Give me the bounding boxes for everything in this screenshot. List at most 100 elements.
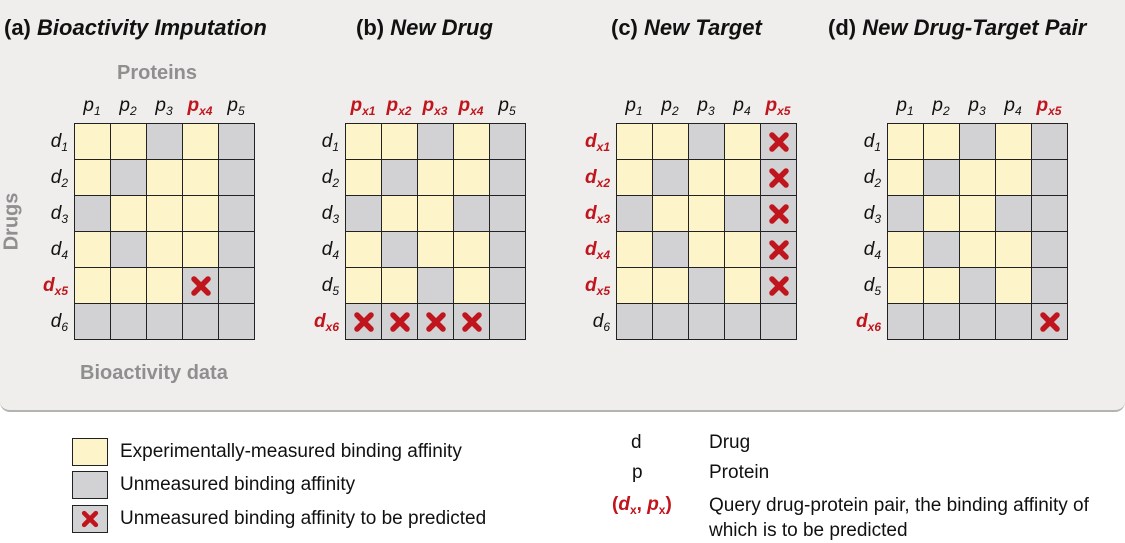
unmeasured-cell: [960, 268, 996, 304]
measured-cell: [111, 124, 147, 160]
unmeasured-cell: [147, 124, 183, 160]
red-x-icon: [389, 311, 410, 332]
unmeasured-cell: [653, 304, 689, 340]
measured-cell: [346, 268, 382, 304]
def-d-symbol: d: [631, 432, 642, 453]
red-x-icon: [768, 203, 789, 224]
row-label: d2: [321, 167, 339, 190]
row-label: d1: [863, 131, 881, 154]
unmeasured-cell: [617, 196, 653, 232]
measured-cell: [689, 232, 725, 268]
red-x-icon: [768, 131, 789, 152]
col-label: px4: [187, 95, 213, 118]
red-x-icon: [81, 510, 99, 528]
row-label: dx3: [585, 203, 610, 226]
unmeasured-cell: [653, 232, 689, 268]
predict-cell: [382, 304, 418, 340]
unmeasured-cell: [1032, 196, 1068, 232]
def-p-text: Protein: [709, 462, 770, 483]
measured-cell: [653, 124, 689, 160]
measured-cell: [418, 232, 454, 268]
measured-cell: [617, 160, 653, 196]
row-label: d3: [50, 203, 68, 226]
measured-cell: [996, 232, 1032, 268]
row-label: d5: [321, 275, 339, 298]
measured-cell: [147, 196, 183, 232]
measured-cell: [617, 232, 653, 268]
unmeasured-cell: [960, 304, 996, 340]
measured-cell: [111, 268, 147, 304]
col-label: p5: [227, 95, 245, 118]
measured-cell: [454, 232, 490, 268]
unmeasured-cell: [219, 268, 255, 304]
legend-unmeasured-swatch: [72, 471, 108, 499]
measured-cell: [75, 232, 111, 268]
row-label: d4: [863, 239, 881, 262]
def-pair-symbol: (dx, px): [612, 494, 672, 517]
measured-cell: [183, 124, 219, 160]
col-label: p3: [155, 95, 173, 118]
measured-cell: [382, 124, 418, 160]
measured-cell: [924, 196, 960, 232]
col-label: p2: [661, 95, 679, 118]
col-label: px4: [458, 95, 484, 118]
measured-cell: [418, 160, 454, 196]
row-label: dx6: [856, 311, 881, 334]
measured-cell: [346, 160, 382, 196]
col-label: px1: [350, 95, 376, 118]
measured-cell: [888, 124, 924, 160]
unmeasured-cell: [219, 160, 255, 196]
predict-cell: [761, 124, 797, 160]
def-d-text: Drug: [709, 432, 751, 453]
col-label: p1: [83, 95, 101, 118]
predict-cell: [1032, 304, 1068, 340]
col-label: p3: [968, 95, 986, 118]
panel-name: New Drug-Target Pair: [862, 15, 1087, 40]
unmeasured-cell: [111, 160, 147, 196]
unmeasured-cell: [382, 160, 418, 196]
measured-cell: [111, 196, 147, 232]
row-label: dx5: [585, 275, 610, 298]
unmeasured-cell: [111, 232, 147, 268]
red-x-icon: [353, 311, 374, 332]
unmeasured-cell: [996, 196, 1032, 232]
col-label: p2: [119, 95, 137, 118]
unmeasured-cell: [617, 304, 653, 340]
bioactivity-matrix-d: [887, 123, 1068, 340]
predict-cell: [346, 304, 382, 340]
unmeasured-cell: [219, 124, 255, 160]
unmeasured-cell: [996, 304, 1032, 340]
unmeasured-cell: [689, 268, 725, 304]
unmeasured-cell: [490, 304, 526, 340]
row-label: d3: [321, 203, 339, 226]
predict-cell: [418, 304, 454, 340]
measured-cell: [418, 196, 454, 232]
predict-cell: [454, 304, 490, 340]
panel-name: New Drug: [390, 15, 493, 40]
row-label: d4: [321, 239, 339, 262]
col-label: p1: [625, 95, 643, 118]
unmeasured-cell: [490, 268, 526, 304]
unmeasured-cell: [418, 124, 454, 160]
panel-number: (b): [356, 15, 385, 40]
panel-title-a: (a) Bioactivity Imputation: [4, 15, 267, 41]
measured-cell: [996, 124, 1032, 160]
measured-cell: [653, 196, 689, 232]
measured-cell: [888, 232, 924, 268]
unmeasured-cell: [725, 304, 761, 340]
legend-unmeasured: Unmeasured binding affinity: [72, 471, 355, 499]
col-label: px5: [1036, 95, 1062, 118]
unmeasured-cell: [219, 232, 255, 268]
measured-cell: [183, 160, 219, 196]
measured-cell: [75, 124, 111, 160]
measured-cell: [617, 268, 653, 304]
unmeasured-cell: [888, 304, 924, 340]
legend-predict-swatch: [72, 505, 108, 533]
red-x-icon: [1039, 311, 1060, 332]
drugs-label: Drugs: [0, 192, 23, 251]
unmeasured-cell: [219, 304, 255, 340]
unmeasured-cell: [960, 124, 996, 160]
measured-cell: [346, 232, 382, 268]
bioactivity-matrix-a: [74, 123, 255, 340]
panel-number: (a): [4, 15, 31, 40]
